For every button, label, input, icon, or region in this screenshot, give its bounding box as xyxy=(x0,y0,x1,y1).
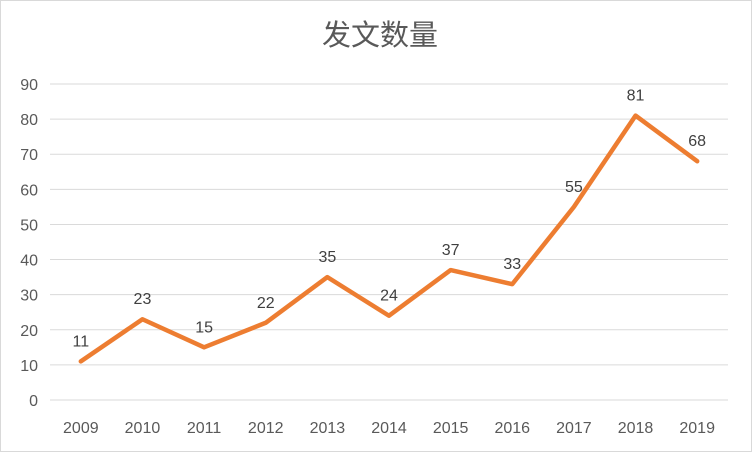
y-axis-tick-label: 70 xyxy=(20,147,38,164)
data-label: 35 xyxy=(318,249,336,266)
x-axis-tick-label: 2012 xyxy=(248,420,284,437)
data-label: 22 xyxy=(257,295,275,312)
data-label: 81 xyxy=(627,88,645,105)
data-label: 15 xyxy=(195,319,213,336)
y-axis-tick-label: 20 xyxy=(20,323,38,340)
x-axis-tick-label: 2014 xyxy=(371,420,407,437)
x-axis-tick-label: 2018 xyxy=(618,420,654,437)
y-axis-tick-label: 0 xyxy=(29,393,38,410)
data-labels-group: 11 23 15 22 35 24 37 33 55 81 68 xyxy=(73,88,707,351)
data-label: 68 xyxy=(688,133,706,150)
x-axis-tick-label: 2010 xyxy=(125,420,161,437)
series-group xyxy=(78,113,700,364)
x-axis-tick-label: 2009 xyxy=(63,420,99,437)
data-label: 37 xyxy=(442,242,460,259)
x-axis-tick-label: 2011 xyxy=(187,420,222,437)
y-axis-tick-label: 80 xyxy=(20,112,38,129)
data-label: 33 xyxy=(503,256,521,273)
x-axis-labels-group: 2009 2010 2011 2012 2013 2014 2015 2016 2017 2018… xyxy=(63,420,715,437)
y-axis-tick-label: 50 xyxy=(20,217,38,234)
y-axis-labels-group: 0 10 20 30 40 50 60 70 80 90 xyxy=(20,77,38,410)
y-axis-tick-label: 60 xyxy=(20,182,38,199)
y-axis-tick-label: 10 xyxy=(20,358,38,375)
data-label: 23 xyxy=(134,291,152,308)
x-axis-tick-label: 2015 xyxy=(433,420,469,437)
chart-title: 发文数量 xyxy=(322,19,438,52)
y-axis-tick-label: 40 xyxy=(20,253,38,270)
data-label: 55 xyxy=(565,179,583,196)
data-label: 11 xyxy=(73,333,90,350)
data-label: 24 xyxy=(380,288,398,305)
y-axis-tick-label: 90 xyxy=(20,77,38,94)
x-axis-tick-label: 2013 xyxy=(310,420,346,437)
x-axis-tick-label: 2019 xyxy=(679,420,715,437)
x-axis-tick-label: 2016 xyxy=(494,420,530,437)
series-line xyxy=(78,113,700,364)
x-axis-tick-label: 2017 xyxy=(556,420,592,437)
y-axis-tick-label: 30 xyxy=(20,288,38,305)
